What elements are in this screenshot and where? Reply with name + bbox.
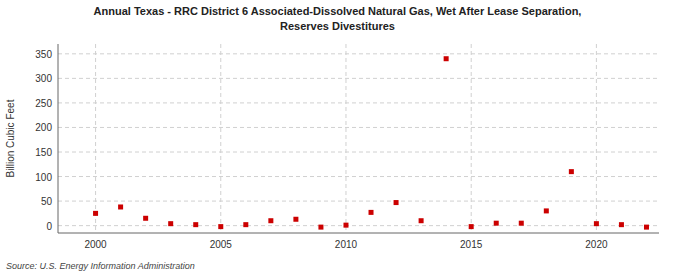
y-grid-line <box>58 53 659 54</box>
subtitle: Reserves Divestitures <box>280 20 395 32</box>
point <box>168 221 173 226</box>
point <box>318 225 323 230</box>
x-grid-line <box>596 44 597 233</box>
point <box>268 218 273 223</box>
y-tick-label: 200 <box>35 122 52 133</box>
y-grid-line <box>58 152 659 153</box>
y-tick-label: 350 <box>35 49 52 60</box>
point <box>293 217 298 222</box>
y-grid-line <box>58 102 659 103</box>
point <box>469 224 474 229</box>
point <box>93 211 98 216</box>
point <box>494 221 499 226</box>
chart: Annual Texas - RRC District 6 Associated… <box>0 0 675 275</box>
y-tick-label: 250 <box>35 98 52 109</box>
point <box>394 200 399 205</box>
point <box>118 204 123 209</box>
x-grid-line <box>345 44 346 233</box>
y-axis-label: Billion Cubic Feet <box>5 99 16 177</box>
point <box>143 216 148 221</box>
y-grid-line <box>58 201 659 202</box>
y-grid-line <box>58 225 659 226</box>
y-grid-line <box>58 176 659 177</box>
point <box>444 56 449 61</box>
title: Annual Texas - RRC District 6 Associated… <box>94 5 582 17</box>
y-axis-line <box>58 44 59 233</box>
y-tick-label: 100 <box>35 172 52 183</box>
x-tick-label: 2000 <box>84 239 107 250</box>
x-tick-label: 2020 <box>585 239 608 250</box>
source: Source: U.S. Energy Information Administ… <box>6 261 195 271</box>
point <box>594 221 599 226</box>
point <box>644 225 649 230</box>
y-tick-label: 0 <box>46 221 52 232</box>
y-tick-label: 150 <box>35 147 52 158</box>
y-grid-line <box>58 78 659 79</box>
x-grid-line <box>220 44 221 233</box>
point <box>519 221 524 226</box>
y-tick-label: 300 <box>35 73 52 84</box>
point <box>218 224 223 229</box>
point <box>343 223 348 228</box>
x-grid-line <box>95 44 96 233</box>
point <box>544 208 549 213</box>
x-axis-line <box>58 233 659 234</box>
points <box>93 56 649 229</box>
point <box>619 222 624 227</box>
x-tick-label: 2005 <box>210 239 233 250</box>
grid <box>58 44 659 233</box>
point <box>243 222 248 227</box>
x-grid-line <box>471 44 472 233</box>
point <box>369 210 374 215</box>
x-tick-label: 2015 <box>460 239 483 250</box>
y-tick-label: 50 <box>41 196 53 207</box>
y-grid-line <box>58 127 659 128</box>
x-tick-label: 2010 <box>335 239 358 250</box>
point <box>193 222 198 227</box>
point <box>569 169 574 174</box>
point <box>419 218 424 223</box>
